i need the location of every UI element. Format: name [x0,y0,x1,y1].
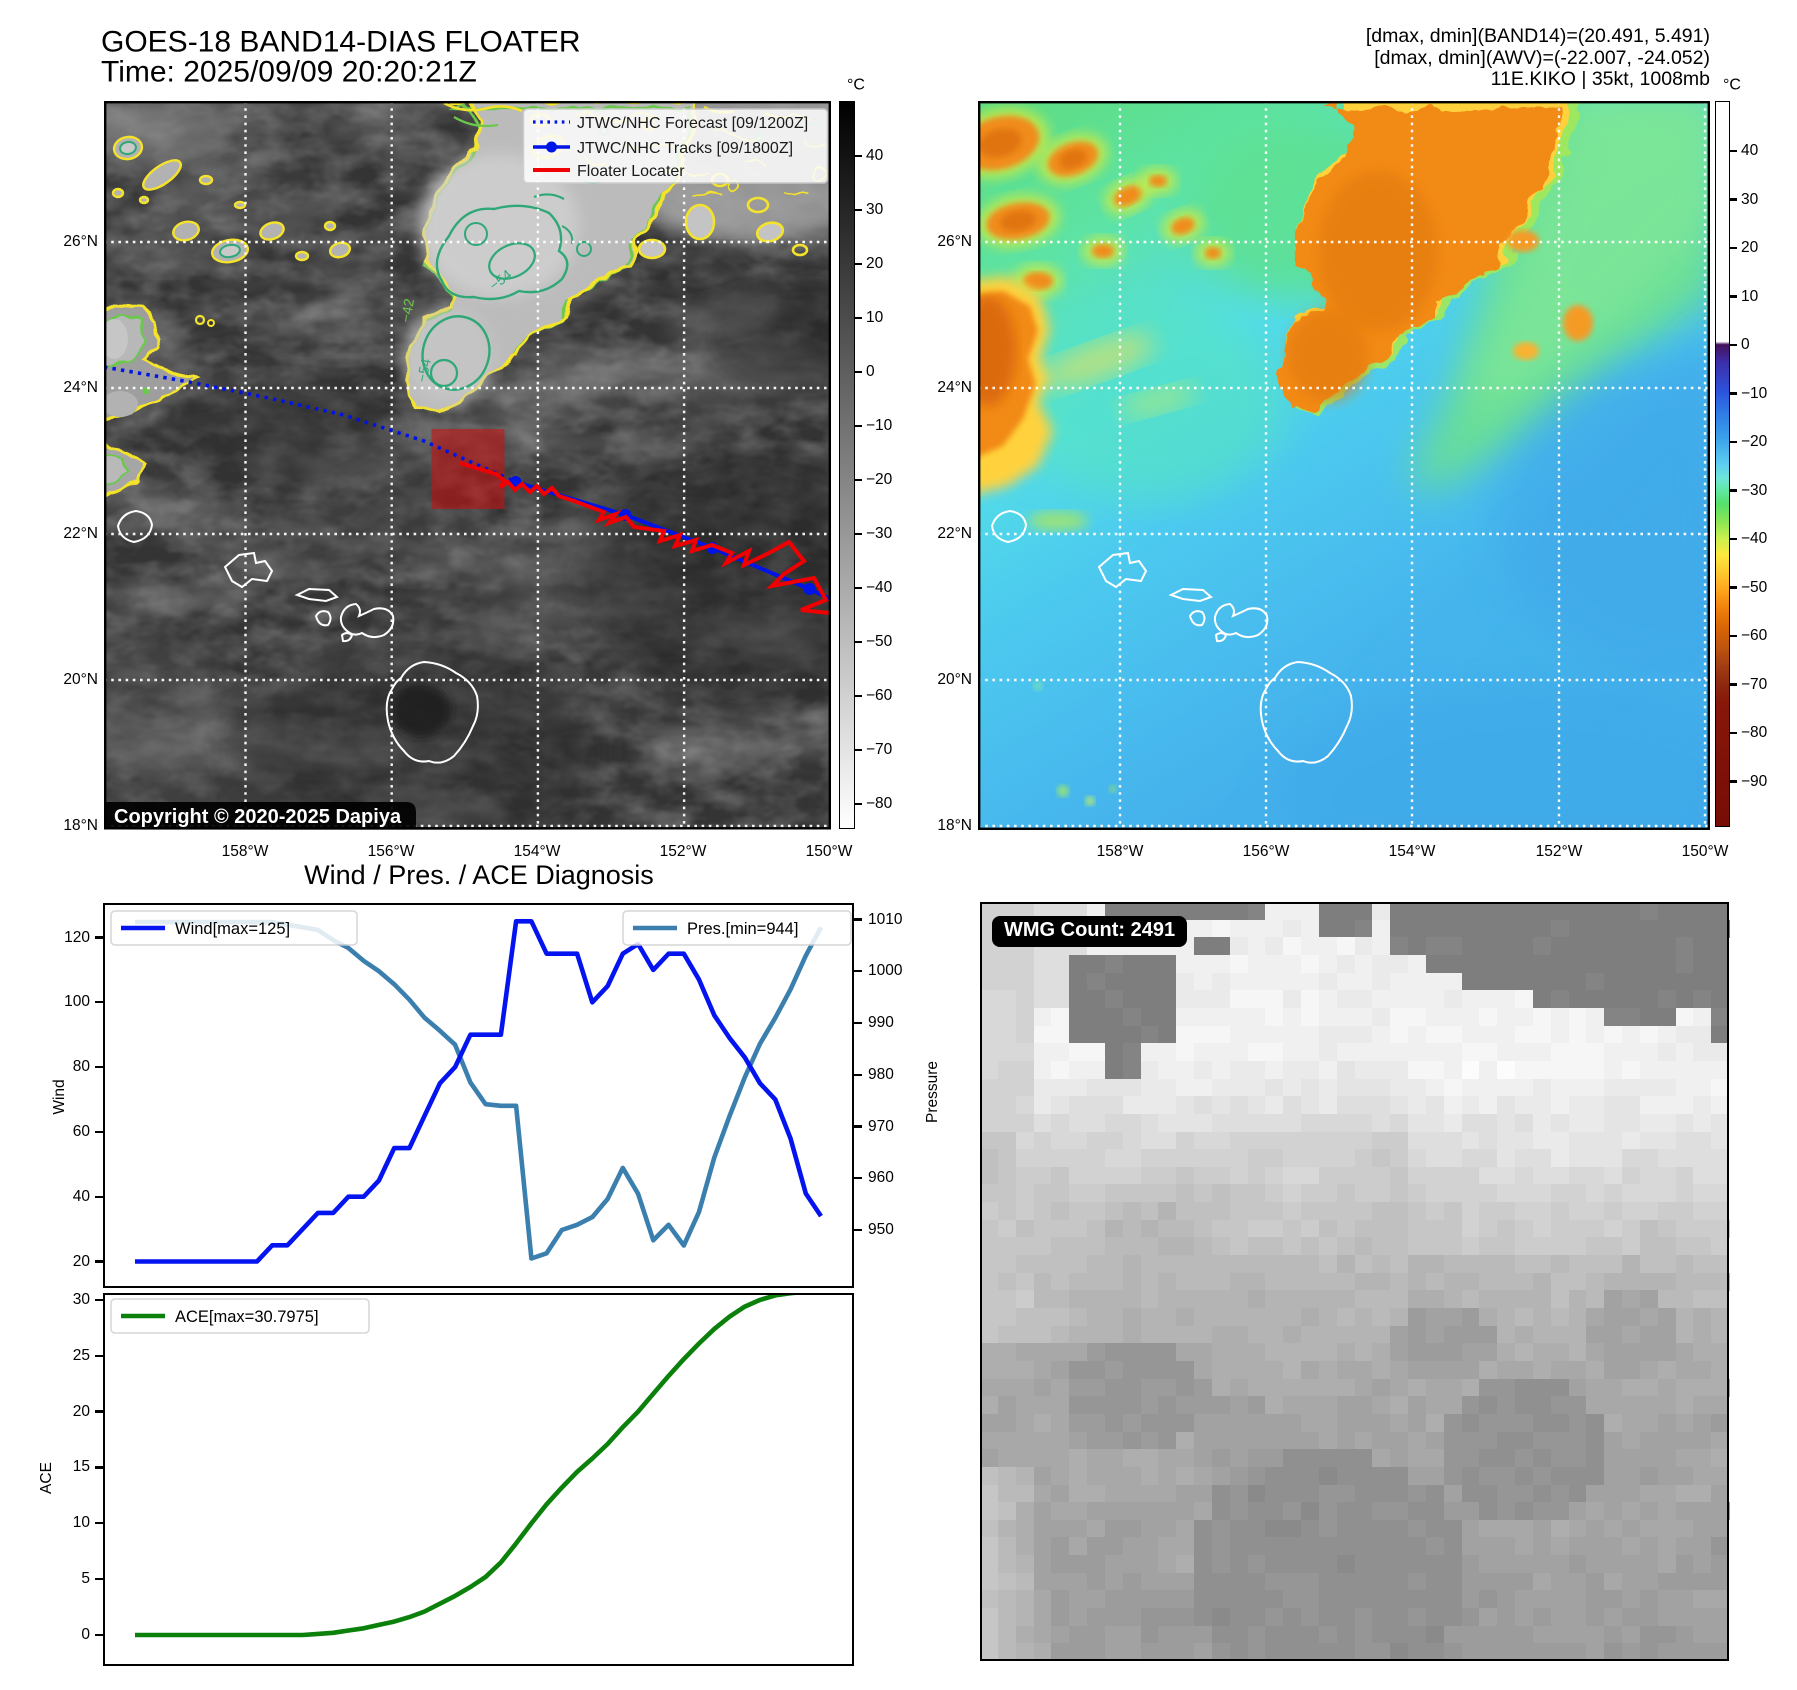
svg-text:ACE[max=30.7975]: ACE[max=30.7975] [175,1308,319,1326]
svg-text:Copyright © 2020-2025 Dapiya: Copyright © 2020-2025 Dapiya [114,806,402,828]
svg-text:−42: −42 [397,297,417,323]
svg-text:Floater Locater: Floater Locater [577,163,685,180]
svg-text:Pres.[min=944]: Pres.[min=944] [687,920,798,938]
svg-text:−54: −54 [413,357,434,384]
svg-text:JTWC/NHC Tracks [09/1800Z]: JTWC/NHC Tracks [09/1800Z] [577,140,793,157]
svg-text:JTWC/NHC Forecast [09/1200Z]: JTWC/NHC Forecast [09/1200Z] [577,115,808,132]
svg-text:Wind[max=125]: Wind[max=125] [175,920,290,938]
